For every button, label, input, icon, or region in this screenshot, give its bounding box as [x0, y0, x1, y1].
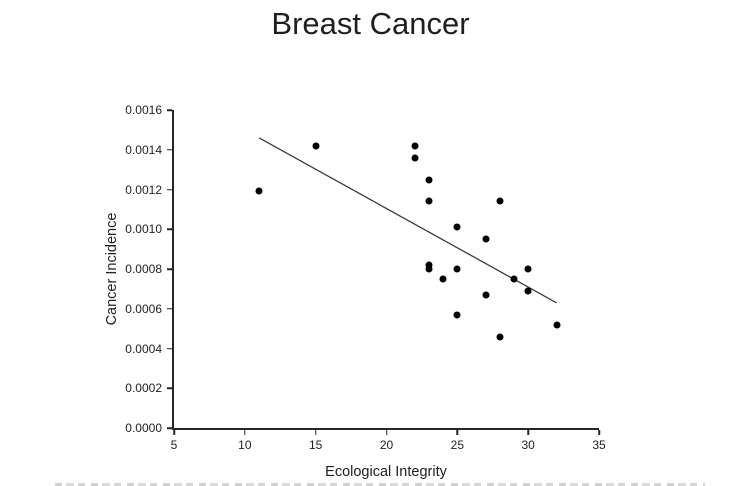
y-tick-label: 0.0002: [125, 381, 162, 396]
y-tick-label: 0.0006: [125, 301, 162, 316]
x-tick-mark: [244, 430, 246, 435]
data-point: [453, 311, 461, 319]
data-point: [425, 261, 433, 269]
data-point: [425, 176, 433, 184]
y-tick-mark: [167, 109, 172, 111]
y-tick-mark: [167, 308, 172, 310]
data-point: [255, 187, 263, 195]
data-point: [524, 287, 532, 295]
x-tick-label: 15: [308, 438, 323, 452]
data-point: [553, 321, 560, 329]
data-point: [312, 142, 320, 150]
y-axis-title: Cancer Incidence: [104, 212, 120, 326]
data-point: [482, 235, 490, 243]
x-tick-mark: [527, 430, 529, 435]
data-point: [453, 223, 461, 231]
cropped-text-artifact: [55, 483, 705, 486]
y-tick-label: 0.0004: [125, 341, 162, 356]
data-point: [425, 265, 433, 273]
data-point: [482, 291, 490, 299]
x-tick-label: 5: [170, 438, 178, 452]
data-point: [496, 197, 504, 205]
data-point: [453, 265, 461, 273]
x-tick-mark: [385, 430, 388, 435]
x-tick-mark: [173, 430, 175, 435]
y-tick-mark: [167, 188, 172, 191]
plot-area: 5 10 15 20 25 30 35 0.0000 0.0002 0.0004 0.0006 0.0…: [125, 103, 605, 452]
y-tick-label: 0.0014: [125, 142, 162, 157]
data-point: [524, 265, 532, 273]
y-tick-mark: [167, 228, 172, 230]
y-tick-label: 0.0016: [125, 103, 162, 117]
x-tick-label: 25: [450, 438, 465, 452]
y-tick-label: 0.0010: [125, 222, 162, 237]
y-tick-label: 0.0008: [125, 262, 162, 276]
x-tick-label: 35: [592, 438, 606, 452]
x-tick-label: 20: [379, 438, 394, 452]
data-point: [411, 142, 419, 150]
x-tick-label: 10: [238, 438, 252, 452]
data-point: [425, 197, 433, 205]
y-tick-mark: [167, 268, 172, 270]
y-tick-label: 0.0012: [125, 182, 162, 197]
y-tick-mark: [167, 149, 172, 151]
y-tick-label: 0.0000: [125, 421, 162, 435]
y-tick-mark: [167, 387, 172, 389]
x-tick-mark: [314, 430, 317, 435]
x-tick-mark: [456, 430, 459, 435]
data-point: [510, 275, 518, 283]
data-point: [439, 275, 447, 283]
data-point: [496, 333, 504, 341]
y-tick-mark: [167, 427, 172, 429]
data-point: [411, 154, 419, 162]
x-tick-mark: [598, 430, 600, 435]
trend-line: [258, 137, 557, 304]
x-tick-label: 30: [521, 438, 535, 452]
x-axis-title: Ecological Integrity: [325, 464, 447, 480]
y-tick-mark: [167, 347, 172, 350]
chart-title: Breast Cancer: [271, 6, 470, 41]
